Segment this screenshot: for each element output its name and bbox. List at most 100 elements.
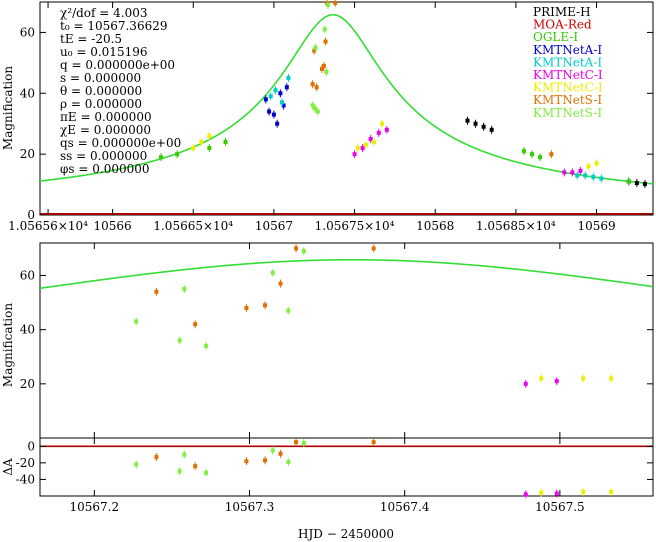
top-xtick-label-4: 1.05675×10⁴ (315, 219, 395, 233)
param-ss: ss = 0.000000 (60, 149, 147, 163)
param-rho: ρ = 0.000000 (60, 97, 142, 111)
top-point-7-4 (322, 27, 327, 32)
top-point-4-7 (578, 168, 583, 173)
param-u0: u₀ = 0.015196 (60, 45, 147, 59)
top-point-3-3 (286, 76, 291, 81)
param-phis: φs = 0.000000 (60, 162, 150, 176)
mid-point-1-3 (204, 343, 209, 348)
res-point-2-0 (523, 492, 528, 497)
mid-point-1-0 (134, 319, 139, 324)
legend-entry-8: KMTNetS-I (533, 106, 602, 120)
top-point-0-1 (473, 121, 478, 126)
res-ytick-label-0: -40 (16, 472, 35, 486)
top-point-6-2 (314, 85, 319, 90)
top-point-6-3 (319, 66, 324, 71)
res-point-1-1 (177, 469, 182, 474)
top-point-1-4 (521, 149, 526, 154)
legend-entry-3: KMTNetA-I (533, 43, 602, 57)
mid-point-2-0 (523, 381, 528, 386)
res-ytick-label-1: -20 (16, 456, 35, 470)
top-point-2-3 (275, 121, 280, 126)
top-point-1-5 (530, 152, 535, 157)
res-xtick-label-2: 10567.4 (380, 500, 430, 514)
mid-point-0-0 (154, 289, 159, 294)
mid-point-0-4 (278, 281, 283, 286)
mid-point-0-5 (294, 246, 299, 251)
top-point-1-1 (175, 152, 180, 157)
top-point-2-1 (267, 109, 272, 114)
top-point-2-6 (284, 85, 289, 90)
top-point-2-0 (263, 97, 268, 102)
top-point-7-1 (313, 106, 318, 111)
top-point-1-7 (626, 179, 631, 184)
res-point-1-0 (134, 462, 139, 467)
top-point-4-2 (368, 136, 373, 141)
param-theta: θ = 0.000000 (60, 84, 142, 98)
res-point-2-1 (554, 491, 559, 496)
top-point-5-3 (355, 146, 360, 151)
mid-point-1-4 (270, 270, 275, 275)
top-point-5-6 (379, 121, 384, 126)
top-point-7-0 (310, 103, 315, 108)
top-point-6-5 (323, 39, 328, 44)
res-point-0-5 (294, 440, 299, 445)
res-point-1-3 (204, 470, 209, 475)
res-ytick-label-2: 0 (27, 439, 35, 453)
mid-point-0-6 (371, 246, 376, 251)
mid-ytick-label-0: 20 (20, 377, 35, 391)
top-point-6-8 (549, 152, 554, 157)
res-point-1-5 (286, 460, 291, 465)
top-point-5-0 (191, 146, 196, 151)
top-point-6-7 (333, 1, 338, 5)
res-xtick-label-1: 10567.3 (225, 500, 275, 514)
top-point-2-4 (278, 91, 283, 96)
top-xtick-label-6: 1.05685×10⁴ (476, 219, 556, 233)
top-point-5-5 (371, 139, 376, 144)
top-point-3-0 (268, 94, 273, 99)
top-point-4-6 (570, 170, 575, 175)
residual-xlabel: HJD − 2450000 (298, 527, 394, 541)
mid-point-3-0 (539, 376, 544, 381)
legend-entry-6: KMTNetC-I (533, 81, 603, 95)
middle-model-curve (39, 258, 654, 290)
res-point-0-0 (154, 455, 159, 460)
top-point-1-0 (158, 155, 163, 160)
param-chi2: χ²/dof = 4.003 (60, 6, 148, 20)
top-point-1-6 (538, 155, 543, 160)
param-chiE: χE = 0.000000 (60, 123, 151, 137)
mid-point-1-6 (301, 249, 306, 254)
param-t0: t₀ = 10567.36629 (60, 19, 167, 33)
top-point-7-5 (324, 69, 329, 74)
res-xtick-label-0: 10567.2 (70, 500, 120, 514)
residual-data-points-group (40, 438, 653, 499)
top-point-4-0 (352, 152, 357, 157)
residual-ylabel: ΔA (1, 458, 15, 476)
top-point-3-1 (273, 88, 278, 93)
top-point-5-7 (586, 164, 591, 169)
top-point-3-7 (599, 176, 604, 181)
middle-model-curve-group (39, 258, 654, 290)
top-point-5-8 (594, 161, 599, 166)
middle-ylabel: Magnification (1, 303, 15, 387)
top-point-0-6 (642, 181, 647, 186)
top-xtick-label-1: 10566 (93, 219, 131, 233)
res-point-0-1 (193, 464, 198, 469)
residual-panel: 10567.2 10567.3 10567.4 10567.5 -40 -20 0 ΔA H… (1, 437, 654, 541)
res-point-1-2 (182, 452, 187, 457)
top-point-0-2 (481, 124, 486, 129)
top-point-0-3 (489, 127, 494, 132)
top-point-2-2 (271, 112, 276, 117)
middle-ticks-group: 20 40 60 (20, 243, 653, 438)
top-xtick-label-0: 1.05656×10⁴ (8, 219, 88, 233)
top-point-4-5 (562, 170, 567, 175)
top-point-7-3 (315, 109, 320, 114)
middle-data-points-group (134, 244, 614, 388)
top-point-3-5 (583, 173, 588, 178)
model-params: χ²/dof = 4.003 t₀ = 10567.36629 tE = -20… (60, 6, 181, 176)
top-point-1-3 (223, 139, 228, 144)
param-piE: πE = 0.000000 (60, 110, 152, 124)
top-point-7-2 (313, 45, 318, 50)
mid-point-2-1 (554, 379, 559, 384)
mid-point-3-1 (581, 376, 586, 381)
